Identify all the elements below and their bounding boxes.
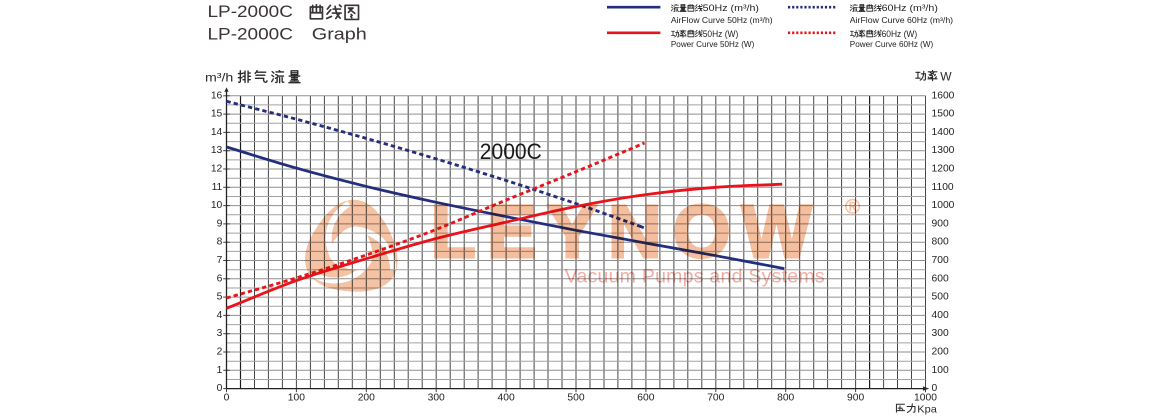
svg-text:3: 3 xyxy=(217,328,223,339)
svg-text:0: 0 xyxy=(217,383,223,394)
svg-text:10: 10 xyxy=(211,200,223,211)
svg-text:4: 4 xyxy=(217,310,223,321)
svg-text:600: 600 xyxy=(637,392,654,403)
svg-text:0: 0 xyxy=(224,392,230,403)
svg-text:900: 900 xyxy=(932,218,949,229)
svg-text:100: 100 xyxy=(932,365,949,376)
svg-text:Power Curve 50Hz (W): Power Curve 50Hz (W) xyxy=(671,39,755,49)
svg-text:1500: 1500 xyxy=(932,109,955,120)
svg-text:700: 700 xyxy=(707,392,724,403)
svg-text:Graph: Graph xyxy=(312,25,367,44)
svg-text:12: 12 xyxy=(211,164,223,175)
svg-text:500: 500 xyxy=(567,392,584,403)
svg-text:100: 100 xyxy=(288,392,305,403)
svg-text:1: 1 xyxy=(217,365,223,376)
svg-text:400: 400 xyxy=(498,392,515,403)
svg-text:W: W xyxy=(940,70,952,84)
svg-text:200: 200 xyxy=(932,347,949,358)
svg-text:200: 200 xyxy=(358,392,375,403)
svg-text:14: 14 xyxy=(211,127,223,138)
svg-text:0: 0 xyxy=(932,383,938,394)
svg-text:9: 9 xyxy=(217,218,223,229)
svg-text:16: 16 xyxy=(211,90,223,101)
svg-text:2: 2 xyxy=(217,347,223,358)
svg-text:700: 700 xyxy=(932,255,949,266)
svg-text:300: 300 xyxy=(428,392,445,403)
svg-text:1400: 1400 xyxy=(932,127,955,138)
svg-text:2000C: 2000C xyxy=(480,139,542,164)
svg-text:15: 15 xyxy=(211,109,223,120)
svg-text:LP-2000C: LP-2000C xyxy=(208,2,293,21)
svg-text:800: 800 xyxy=(777,392,794,403)
svg-text:1200: 1200 xyxy=(932,164,955,175)
svg-text:11: 11 xyxy=(212,182,223,193)
svg-text:7: 7 xyxy=(217,255,223,266)
svg-text:5: 5 xyxy=(217,292,223,303)
svg-text:800: 800 xyxy=(932,237,949,248)
svg-text:1100: 1100 xyxy=(932,182,954,193)
svg-text:Power Curve 60Hz (W): Power Curve 60Hz (W) xyxy=(850,39,934,49)
svg-text:1000: 1000 xyxy=(932,200,955,211)
svg-text:6: 6 xyxy=(217,273,223,284)
svg-text:1600: 1600 xyxy=(932,90,955,101)
svg-text:m³/h: m³/h xyxy=(205,71,233,85)
svg-text:LP-2000C: LP-2000C xyxy=(208,25,293,44)
svg-text:1000: 1000 xyxy=(914,392,937,403)
svg-text:AirFlow Curve 50Hz (m³/h): AirFlow Curve 50Hz (m³/h) xyxy=(671,15,773,25)
svg-text:AirFlow Curve 60Hz (m³/h): AirFlow Curve 60Hz (m³/h) xyxy=(850,15,954,25)
svg-text:50Hz (W): 50Hz (W) xyxy=(703,29,739,40)
svg-text:900: 900 xyxy=(847,392,864,403)
svg-text:8: 8 xyxy=(217,237,223,248)
svg-text:Kpa: Kpa xyxy=(917,403,937,415)
svg-text:LEYNOW: LEYNOW xyxy=(431,190,812,273)
svg-text:50Hz (m³/h): 50Hz (m³/h) xyxy=(703,3,759,14)
svg-text:500: 500 xyxy=(932,292,949,303)
svg-text:®: ® xyxy=(845,196,860,219)
svg-text:400: 400 xyxy=(932,310,949,321)
svg-text:13: 13 xyxy=(211,145,223,156)
svg-text:300: 300 xyxy=(932,328,949,339)
svg-text:Vacuum Pumps and Systems: Vacuum Pumps and Systems xyxy=(565,266,825,288)
svg-text:1300: 1300 xyxy=(932,145,955,156)
svg-text:60Hz (W): 60Hz (W) xyxy=(882,29,918,40)
svg-text:600: 600 xyxy=(932,273,949,284)
svg-text:60Hz (m³/h): 60Hz (m³/h) xyxy=(882,3,938,14)
